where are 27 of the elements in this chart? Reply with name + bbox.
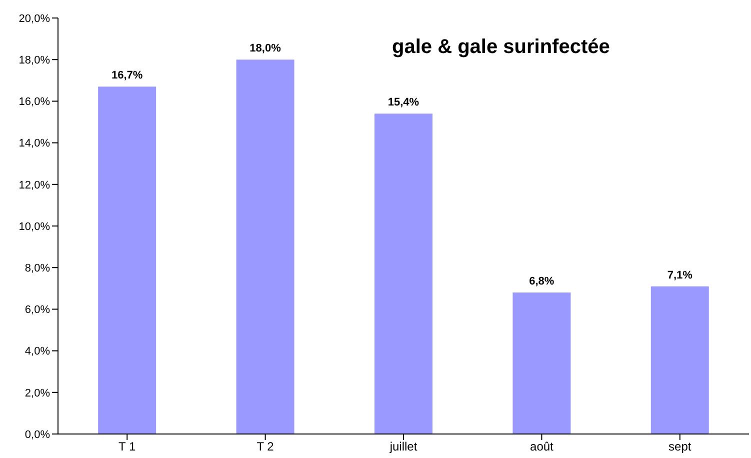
x-tick-label: août bbox=[530, 440, 554, 454]
x-tick-label: sept bbox=[668, 440, 692, 454]
y-tick-label: 18,0% bbox=[18, 54, 50, 67]
y-tick-label: 14,0% bbox=[18, 138, 50, 150]
data-label: 6,8% bbox=[529, 276, 554, 288]
x-tick-label: T 2 bbox=[256, 440, 274, 454]
bar bbox=[512, 292, 571, 434]
y-tick-label: 6,0% bbox=[24, 304, 50, 316]
y-tick-label: 2,0% bbox=[24, 387, 50, 400]
bar bbox=[374, 114, 432, 434]
data-label: 18,0% bbox=[250, 42, 282, 55]
x-tick-label: juillet bbox=[388, 440, 418, 454]
y-tick-label: 4,0% bbox=[24, 346, 50, 358]
y-tick-label: 16,0% bbox=[18, 96, 50, 108]
y-tick-label: 0,0% bbox=[24, 428, 50, 441]
y-tick-label: 10,0% bbox=[18, 220, 50, 233]
bar bbox=[650, 286, 709, 434]
y-tick-label: 12,0% bbox=[18, 179, 50, 192]
y-tick-label: 8,0% bbox=[24, 262, 50, 275]
data-label: 16,7% bbox=[111, 70, 143, 82]
bar bbox=[236, 60, 294, 434]
data-label: 15,4% bbox=[388, 96, 420, 109]
x-tick-label: T 1 bbox=[118, 440, 136, 454]
bar bbox=[98, 86, 156, 434]
text: gale & gale surinfectée bbox=[392, 36, 610, 59]
y-tick-label: 20,0% bbox=[18, 12, 50, 25]
data-label: 7,1% bbox=[667, 269, 693, 282]
